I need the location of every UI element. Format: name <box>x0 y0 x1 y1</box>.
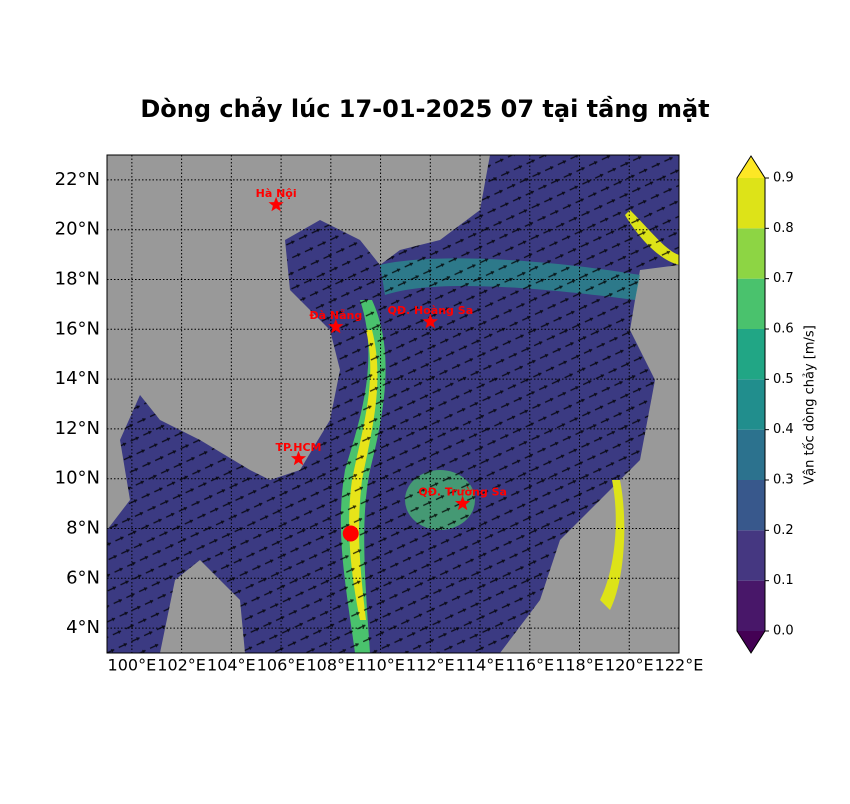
colorbar-band <box>737 429 765 480</box>
x-tick-label: 116°E <box>505 656 554 675</box>
colorbar-tick-label: 0.1 <box>773 573 794 588</box>
colorbar-tick-label: 0.6 <box>773 322 794 337</box>
x-tick-label: 102°E <box>157 656 206 675</box>
map-field <box>107 155 679 653</box>
x-tick-label: 120°E <box>605 656 654 675</box>
y-tick-label: 18°N <box>55 269 100 290</box>
current-band <box>600 480 625 610</box>
colorbar-band <box>737 580 765 631</box>
y-tick-label: 6°N <box>66 567 100 588</box>
x-tick-label: 114°E <box>456 656 505 675</box>
colorbar-band <box>737 178 765 229</box>
x-tick-label: 118°E <box>555 656 604 675</box>
colorbar-extend-under <box>737 631 765 653</box>
colorbar-band <box>737 278 765 329</box>
y-tick-label: 20°N <box>55 219 100 240</box>
x-tick-label: 108°E <box>306 656 355 675</box>
colorbar-band <box>737 530 765 581</box>
city-marker <box>290 450 307 466</box>
colorbar-band <box>737 228 765 279</box>
city-label: Hà Nội <box>256 187 297 200</box>
city-label: Đà Nẵng <box>309 309 362 322</box>
colorbar-tick-label: 0.9 <box>773 171 794 186</box>
colorbar-band <box>737 480 765 531</box>
y-tick-label: 16°N <box>55 318 100 339</box>
y-tick-label: 12°N <box>55 418 100 439</box>
city-marker <box>328 318 344 334</box>
x-tick-label: 110°E <box>356 656 405 675</box>
colorbar-band <box>737 329 765 380</box>
colorbar-label: Vận tốc dòng chảy [m/s] <box>803 325 818 485</box>
chart-title: Dòng chảy lúc 17-01-2025 07 tại tầng mặt <box>140 95 709 123</box>
x-tick-label: 122°E <box>655 656 704 675</box>
x-tick-label: 104°E <box>207 656 256 675</box>
y-tick-label: 14°N <box>55 368 100 389</box>
colorbar-tick-label: 0.2 <box>773 523 794 538</box>
x-tick-label: 106°E <box>257 656 306 675</box>
position-dot <box>342 525 359 542</box>
y-tick-label: 10°N <box>55 468 100 489</box>
city-marker <box>268 196 284 212</box>
y-tick-label: 8°N <box>66 518 100 539</box>
x-tick-label: 100°E <box>108 656 157 675</box>
city-label: QĐ. Hoàng Sa <box>387 304 473 317</box>
colorbar-band <box>737 379 765 430</box>
y-tick-label: 22°N <box>55 169 100 190</box>
colorbar-tick-label: 0.5 <box>773 372 794 387</box>
y-tick-label: 4°N <box>66 617 100 638</box>
colorbar-tick-label: 0.7 <box>773 271 794 286</box>
ocean-arrows <box>107 155 679 653</box>
colorbar-extend-over <box>737 156 765 178</box>
city-marker <box>455 495 471 511</box>
city-marker <box>422 313 438 329</box>
colorbar-tick-label: 0.4 <box>773 422 794 437</box>
colorbar-tick-label: 0.8 <box>773 221 794 236</box>
city-label: TP.HCM <box>276 441 322 454</box>
colorbar-tick-label: 0.3 <box>773 473 794 488</box>
city-label: QĐ. Trường Sa <box>418 486 507 499</box>
x-tick-label: 112°E <box>406 656 455 675</box>
axes-frame <box>106 154 680 654</box>
colorbar-tick-label: 0.0 <box>773 624 794 639</box>
